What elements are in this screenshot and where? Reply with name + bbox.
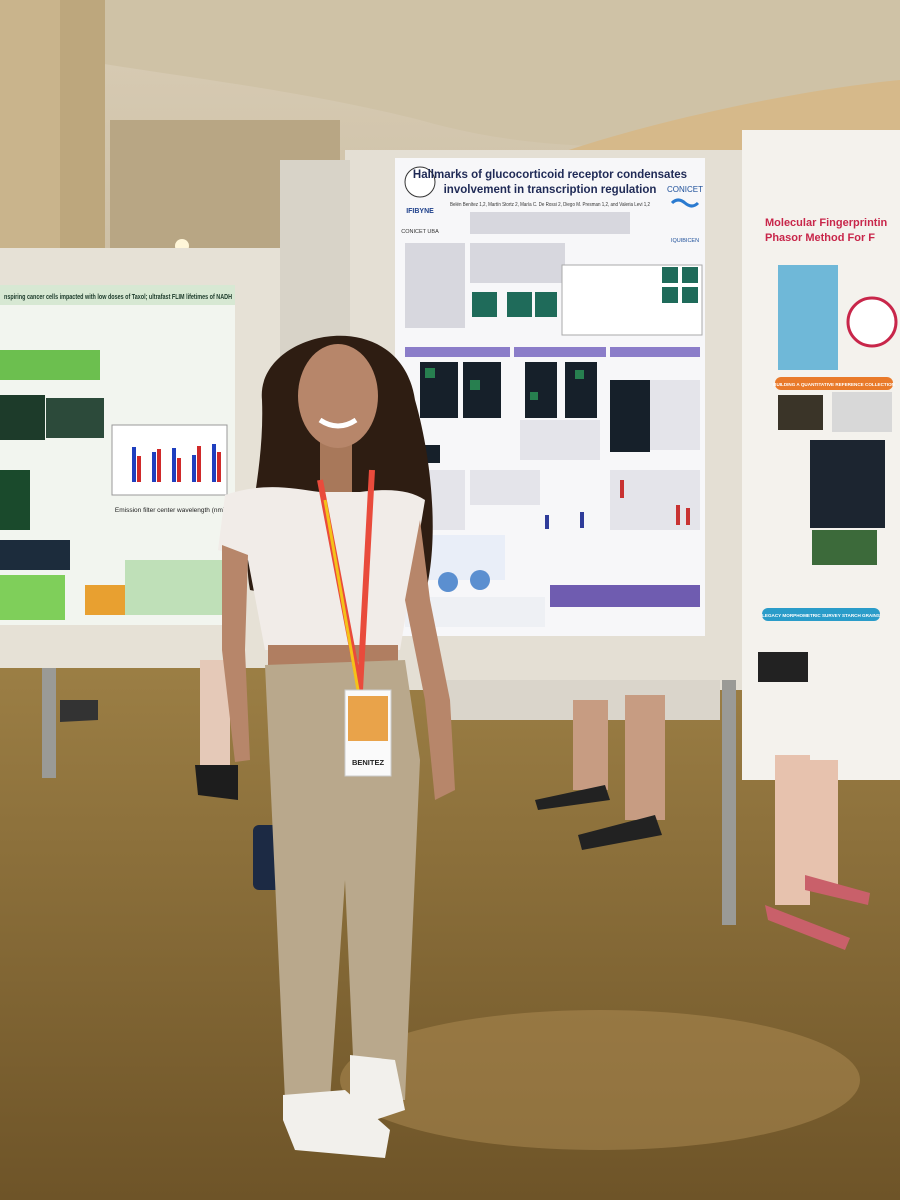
badge-art <box>348 696 388 741</box>
left-poster-title: nspiring cancer cells impacted with low … <box>4 292 232 301</box>
badge-name: BENITEZ <box>352 758 385 767</box>
poster-block <box>85 585 125 615</box>
logo-right2: IQUIBICEN <box>671 238 699 244</box>
right-poster-title: Molecular Fingerprintin <box>765 217 888 229</box>
board-leg <box>722 680 736 925</box>
poster-illustration <box>778 265 838 370</box>
right-section-1: BUILDING A QUANTITATIVE REFERENCE COLLEC… <box>773 382 895 387</box>
micrograph <box>0 395 45 440</box>
center-poster-title: Hallmarks of glucocorticoid receptor con… <box>413 169 687 181</box>
neck <box>320 440 352 495</box>
poster-icon <box>846 296 898 348</box>
board-leg <box>42 668 56 778</box>
center-poster-authors: Belén Benítez 1,2, Martín Stortz 2, Marí… <box>450 202 650 208</box>
diagram <box>561 264 703 336</box>
chart-bars <box>137 446 221 482</box>
leg <box>200 660 230 770</box>
diagram-dot <box>470 570 490 590</box>
right-poster-title: Phasor Method For F <box>765 232 875 244</box>
micrograph <box>832 392 892 432</box>
plot-bars <box>545 512 584 529</box>
chart-bars <box>132 444 216 482</box>
micrograph <box>812 530 877 565</box>
lanyard-stripe <box>323 499 360 691</box>
arm <box>405 520 455 800</box>
column <box>60 0 105 250</box>
leg <box>808 760 838 885</box>
micrograph <box>778 395 823 430</box>
logo-seal <box>404 166 436 198</box>
left-poster-axis-label: Emission filter center wavelength (nm) <box>115 507 225 514</box>
micrograph <box>46 398 104 438</box>
section-header <box>762 608 880 621</box>
leg <box>573 700 608 790</box>
shoe <box>350 1055 405 1120</box>
face <box>298 344 378 448</box>
section-bars <box>405 347 700 357</box>
cornice <box>80 0 900 147</box>
micrograph <box>758 652 808 682</box>
poster-block <box>0 575 65 620</box>
logo-left-sub: CONICET UBA <box>401 229 439 235</box>
column <box>0 0 60 260</box>
micrograph <box>0 470 30 530</box>
smile <box>318 417 358 429</box>
arm <box>222 545 250 762</box>
center-poster-title: involvement in transcription regulation <box>444 184 657 196</box>
logo-right: CONICET <box>667 185 703 194</box>
leg <box>625 695 665 820</box>
logo-left: IFIBYNE <box>406 208 434 215</box>
sandal <box>578 815 662 850</box>
reflection <box>340 1010 860 1150</box>
text-block <box>405 212 630 328</box>
plot-bars <box>620 480 690 525</box>
diagram-dot <box>438 572 458 592</box>
micrographs <box>472 267 698 317</box>
right-section-2: LEGACY MORPHOMETRIC SURVEY STARCH GRAINS <box>762 613 880 618</box>
poster-block <box>0 350 100 380</box>
micrograph-overlay <box>425 368 584 400</box>
shoe <box>195 765 238 800</box>
top <box>218 487 425 650</box>
section-header <box>775 377 893 390</box>
micrograph <box>0 540 70 570</box>
sandal <box>805 875 870 905</box>
leg <box>775 755 810 905</box>
sandal <box>765 905 850 950</box>
shoe <box>60 700 98 722</box>
left-poster-header <box>0 285 235 305</box>
micrograph-grid <box>810 440 885 528</box>
logo-mark <box>670 198 700 208</box>
conclusion-bar <box>550 585 700 607</box>
poster-block <box>125 560 225 615</box>
bar-chart <box>111 424 228 496</box>
sandal <box>535 785 610 810</box>
